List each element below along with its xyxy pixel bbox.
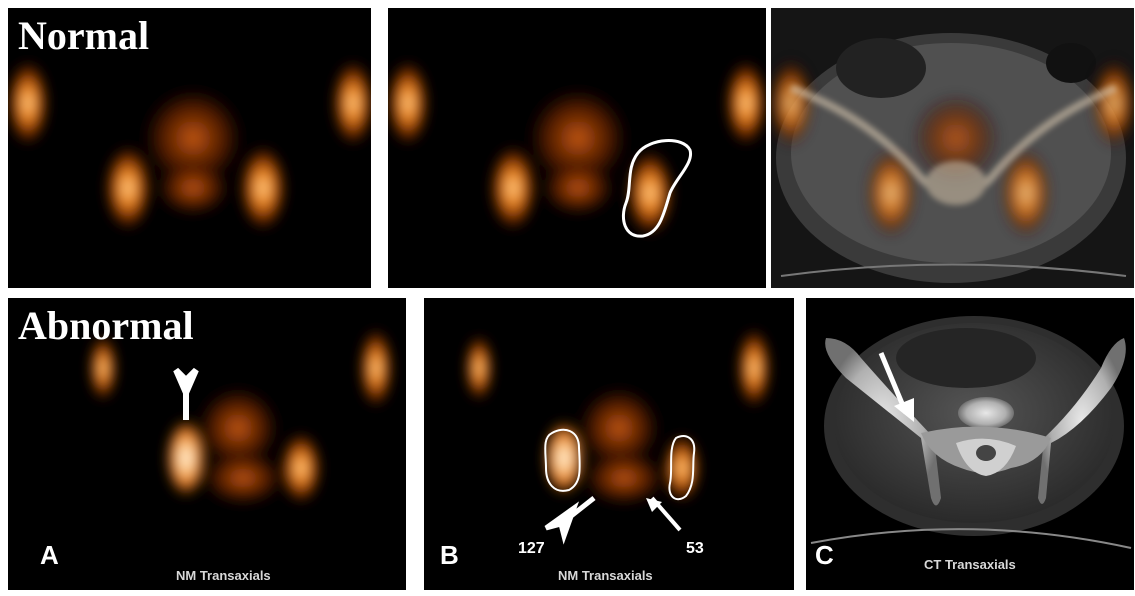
- abnormal-nm-panel-a: [8, 298, 406, 590]
- panel-c-caption: CT Transaxials: [924, 557, 1016, 572]
- right-roi-outline: [668, 435, 696, 501]
- left-iliac-bone: [825, 338, 941, 506]
- left-roi-count: 127: [518, 540, 545, 557]
- left-arrowhead-marker: [544, 496, 596, 545]
- normal-nm-scan-b: [388, 58, 766, 238]
- normal-nm-panel-b: [388, 8, 766, 288]
- left-roi-outline: [544, 428, 581, 492]
- sacrum: [958, 397, 1014, 429]
- abnormal-nm-scan-a: [88, 326, 394, 508]
- panel-c-letter: C: [815, 540, 834, 570]
- normal-spect-ct-fusion-panel: [771, 8, 1134, 288]
- abnormal-nm-scan-b: [464, 326, 772, 545]
- normal-row-label: Normal: [18, 13, 150, 58]
- abnormal-ct-panel: [806, 298, 1134, 590]
- abnormal-row-label: Abnormal: [18, 303, 194, 348]
- normal-fusion-scan: [771, 8, 1134, 288]
- panel-a-caption: NM Transaxials: [176, 568, 271, 583]
- panel-a-letter: A: [40, 540, 59, 570]
- right-iliac-bone: [1038, 338, 1126, 504]
- abnormal-ct-scan: [806, 298, 1134, 590]
- roi-outline: [621, 139, 693, 238]
- arrowhead-marker: [173, 367, 199, 420]
- panel-b-letter: B: [440, 540, 459, 570]
- normal-nm-panel-a: [8, 8, 371, 288]
- abnormal-nm-panel-b: [424, 298, 794, 590]
- panel-b-caption: NM Transaxials: [558, 568, 653, 583]
- right-roi-count: 53: [686, 540, 704, 557]
- normal-nm-scan-a: [8, 58, 371, 233]
